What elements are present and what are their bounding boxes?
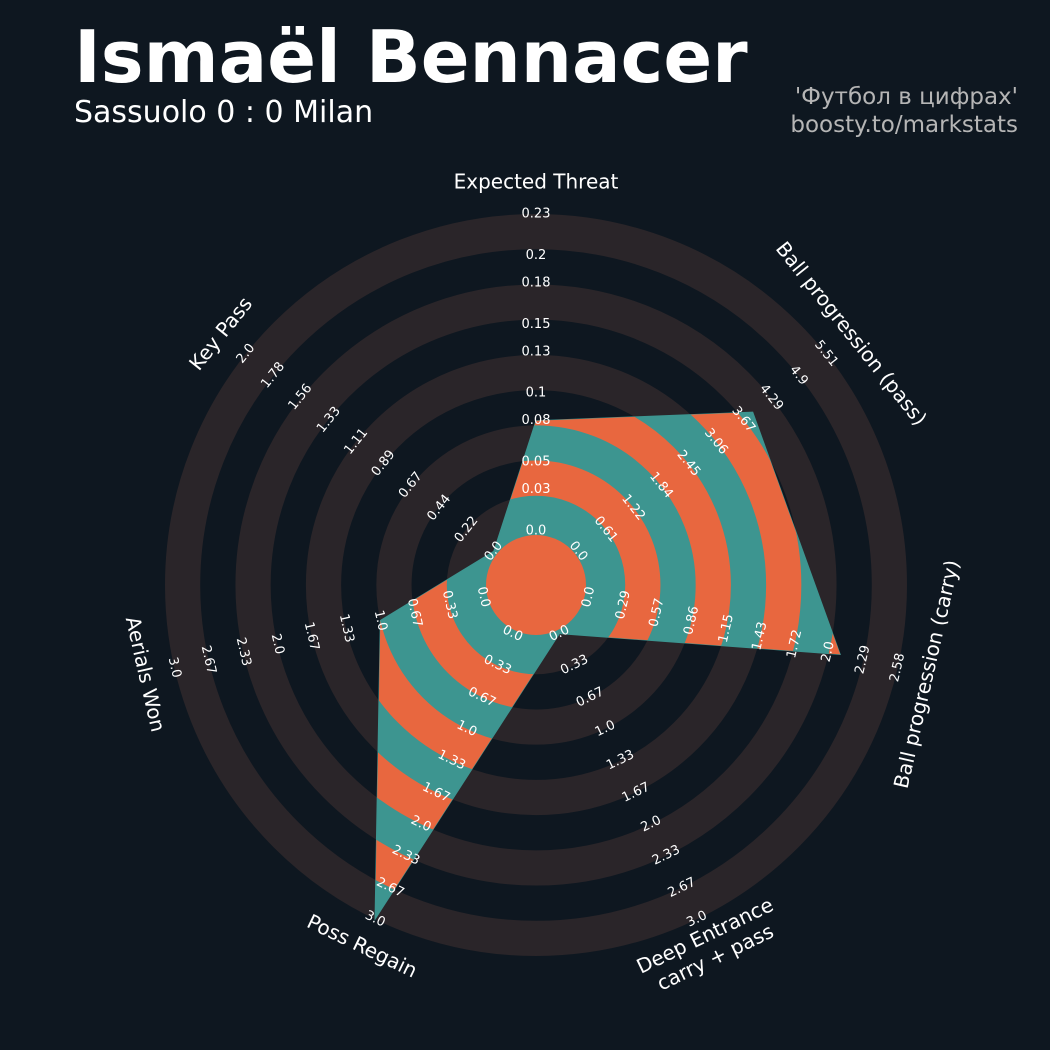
credit: 'Футбол в цифрах' xyxy=(795,84,1018,110)
tick-label: 0.67 xyxy=(404,597,425,629)
tick-label: 0.2 xyxy=(526,248,547,263)
tick-label: 2.0 xyxy=(819,640,838,664)
tick-label: 0.33 xyxy=(439,589,460,621)
ring xyxy=(235,284,837,886)
tick-label: 1.72 xyxy=(784,628,805,660)
tick-label: 0.0 xyxy=(579,585,598,609)
tick-label: 0.0 xyxy=(526,524,547,539)
axis-label: Expected Threat xyxy=(454,170,619,194)
tick-label: 1.33 xyxy=(336,613,357,645)
chart-title: Ismaël Bennacer xyxy=(74,15,748,99)
tick-label: 1.43 xyxy=(749,620,770,652)
tick-label: 2.33 xyxy=(233,636,254,668)
tick-label: 2.67 xyxy=(198,644,219,676)
tick-label: 0.57 xyxy=(646,597,667,629)
tick-label: 2.58 xyxy=(887,652,908,684)
tick-label: 0.08 xyxy=(522,413,551,428)
tick-label: 0.03 xyxy=(522,482,551,497)
tick-label: 0.15 xyxy=(522,317,551,332)
tick-label: 0.18 xyxy=(522,275,551,290)
chart-subtitle: Sassuolo 0 : 0 Milan xyxy=(74,95,373,130)
tick-label: 3.0 xyxy=(165,656,184,680)
tick-label: 1.15 xyxy=(716,613,737,645)
tick-label: 1.0 xyxy=(371,609,390,633)
tick-label: 0.1 xyxy=(526,386,547,401)
ring xyxy=(165,214,907,956)
tick-label: 0.23 xyxy=(522,207,551,222)
tick-label: 0.13 xyxy=(522,344,551,359)
tick-label: 0.29 xyxy=(613,589,634,621)
tick-label: 0.0 xyxy=(474,585,493,609)
tick-label: 2.0 xyxy=(268,632,287,656)
tick-label: 1.67 xyxy=(301,620,322,652)
tick-label: 0.05 xyxy=(522,455,551,470)
tick-label: 0.86 xyxy=(681,605,702,637)
credit: boosty.to/markstats xyxy=(790,112,1018,138)
tick-label: 2.29 xyxy=(852,644,873,676)
center-disk xyxy=(486,535,586,635)
